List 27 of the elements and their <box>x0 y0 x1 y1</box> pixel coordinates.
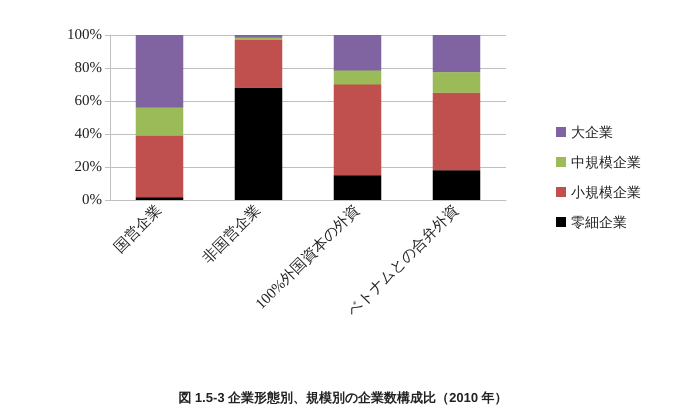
x-tick-label: 国営企業 <box>110 202 166 256</box>
bar <box>432 170 480 200</box>
bar <box>334 35 382 70</box>
x-tick-label: 非国営企業 <box>199 202 264 267</box>
legend-label: 小規模企業 <box>571 184 641 200</box>
bar <box>334 70 382 84</box>
y-tick-label: 20% <box>74 159 102 175</box>
y-tick-label: 60% <box>74 93 102 109</box>
bar <box>432 35 480 72</box>
y-tick-label: 0% <box>82 192 102 208</box>
bar <box>234 88 282 200</box>
y-tick-label: 80% <box>74 60 102 76</box>
legend-label: 零細企業 <box>571 214 627 230</box>
legend-label: 大企業 <box>571 124 613 140</box>
bar <box>234 37 282 40</box>
bar <box>136 35 184 108</box>
bar <box>432 92 480 170</box>
bar <box>334 175 382 200</box>
bar <box>136 108 184 136</box>
text: 図 1.5-3 企業形態別、規模別の企業数構成比（2010 年） <box>178 390 508 405</box>
y-tick-label: 40% <box>74 126 102 142</box>
legend-label: 中規模企業 <box>571 154 641 170</box>
bar <box>432 72 480 93</box>
y-tick-label: 100% <box>67 27 102 43</box>
bar <box>234 40 282 88</box>
bar <box>334 84 382 176</box>
bar <box>136 136 184 198</box>
